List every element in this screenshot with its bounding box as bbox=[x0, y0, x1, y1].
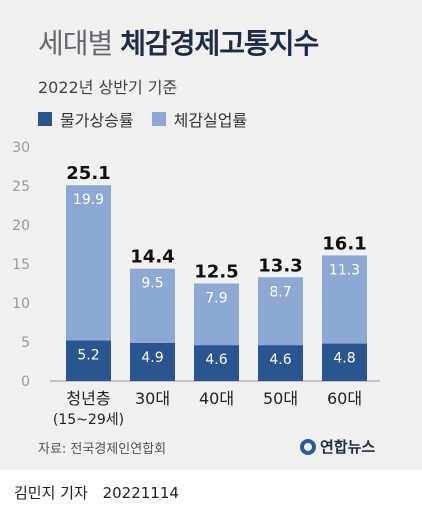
data-label-price-0: 5.2 bbox=[77, 347, 99, 363]
legend: 물가상승률 체감실업률 bbox=[38, 107, 265, 131]
total-label-0: 25.1 bbox=[66, 163, 110, 184]
yonhap-logo: 연합뉴스 bbox=[300, 436, 375, 457]
y-tick-label-25: 25 bbox=[12, 179, 30, 195]
x-tick-label-0: 청년층 bbox=[66, 389, 110, 408]
total-label-1: 14.4 bbox=[130, 247, 174, 268]
x-tick-label-1: 30대 bbox=[135, 389, 170, 408]
date: 20221114 bbox=[102, 484, 179, 502]
author: 김민지 기자 bbox=[14, 484, 88, 502]
legend-item-unemployment: 체감실업률 bbox=[151, 107, 248, 131]
bar-price-2 bbox=[194, 345, 239, 381]
data-label-price-1: 4.9 bbox=[141, 350, 163, 366]
bar-unemployment-0 bbox=[66, 185, 111, 341]
y-tick-label-15: 15 bbox=[12, 257, 30, 273]
bar-unemployment-1 bbox=[130, 268, 175, 343]
x-tick-label-4: 60대 bbox=[327, 389, 362, 408]
data-label-unemployment-3: 8.7 bbox=[269, 284, 291, 300]
legend-item-price: 물가상승률 bbox=[38, 107, 134, 131]
data-label-unemployment-1: 9.5 bbox=[141, 276, 163, 292]
data-label-unemployment-0: 19.9 bbox=[73, 192, 104, 208]
y-tick-label-5: 5 bbox=[21, 335, 30, 351]
legend-label-price: 물가상승률 bbox=[60, 111, 134, 130]
data-label-unemployment-4: 11.3 bbox=[329, 262, 360, 278]
legend-label-unemployment: 체감실업률 bbox=[173, 111, 248, 130]
data-label-unemployment-2: 7.9 bbox=[205, 291, 227, 307]
yonhap-logo-icon bbox=[300, 438, 316, 455]
x-tick-label-0-line2: (15~29세) bbox=[53, 412, 124, 428]
x-tick-label-2: 40대 bbox=[199, 389, 234, 408]
total-label-2: 12.5 bbox=[194, 262, 238, 283]
legend-swatch-price bbox=[38, 112, 52, 126]
y-tick-label-30: 30 bbox=[12, 140, 30, 156]
yonhap-logo-text: 연합뉴스 bbox=[320, 438, 376, 456]
y-tick-label-0: 0 bbox=[21, 374, 30, 390]
title-light: 세대별 bbox=[38, 27, 113, 60]
legend-swatch-unemployment bbox=[151, 112, 166, 126]
bar-price-3 bbox=[258, 345, 303, 381]
data-label-price-4: 4.8 bbox=[333, 351, 355, 367]
data-label-price-2: 4.6 bbox=[205, 352, 227, 368]
bar-unemployment-3 bbox=[258, 277, 303, 346]
total-label-3: 13.3 bbox=[258, 255, 302, 276]
byline: 김민지 기자 20221114 bbox=[14, 482, 189, 503]
bar-unemployment-4 bbox=[322, 255, 367, 344]
y-tick-label-10: 10 bbox=[12, 296, 30, 312]
data-label-price-3: 4.6 bbox=[269, 352, 291, 368]
bar-price-1 bbox=[130, 342, 175, 381]
stacked-bar-chart: 0 5 10 15 20 25 30 5.2 19.9 25.1 청년층 (15~29세) 4.9 9.5… bbox=[12, 140, 380, 428]
bar-price-4 bbox=[322, 343, 367, 381]
x-tick-label-3: 50대 bbox=[263, 389, 298, 408]
title-bold: 체감경제고통지수 bbox=[120, 27, 319, 60]
page-title: 세대별 체감경제고통지수 bbox=[38, 22, 319, 62]
source-note: 자료: 전국경제인연합회 bbox=[38, 442, 167, 457]
chart-subtitle: 2022년 상반기 기준 bbox=[38, 78, 178, 97]
total-label-4: 16.1 bbox=[322, 233, 366, 254]
bar-price-0 bbox=[66, 340, 111, 381]
bar-unemployment-2 bbox=[194, 283, 239, 346]
y-tick-label-20: 20 bbox=[12, 218, 30, 234]
